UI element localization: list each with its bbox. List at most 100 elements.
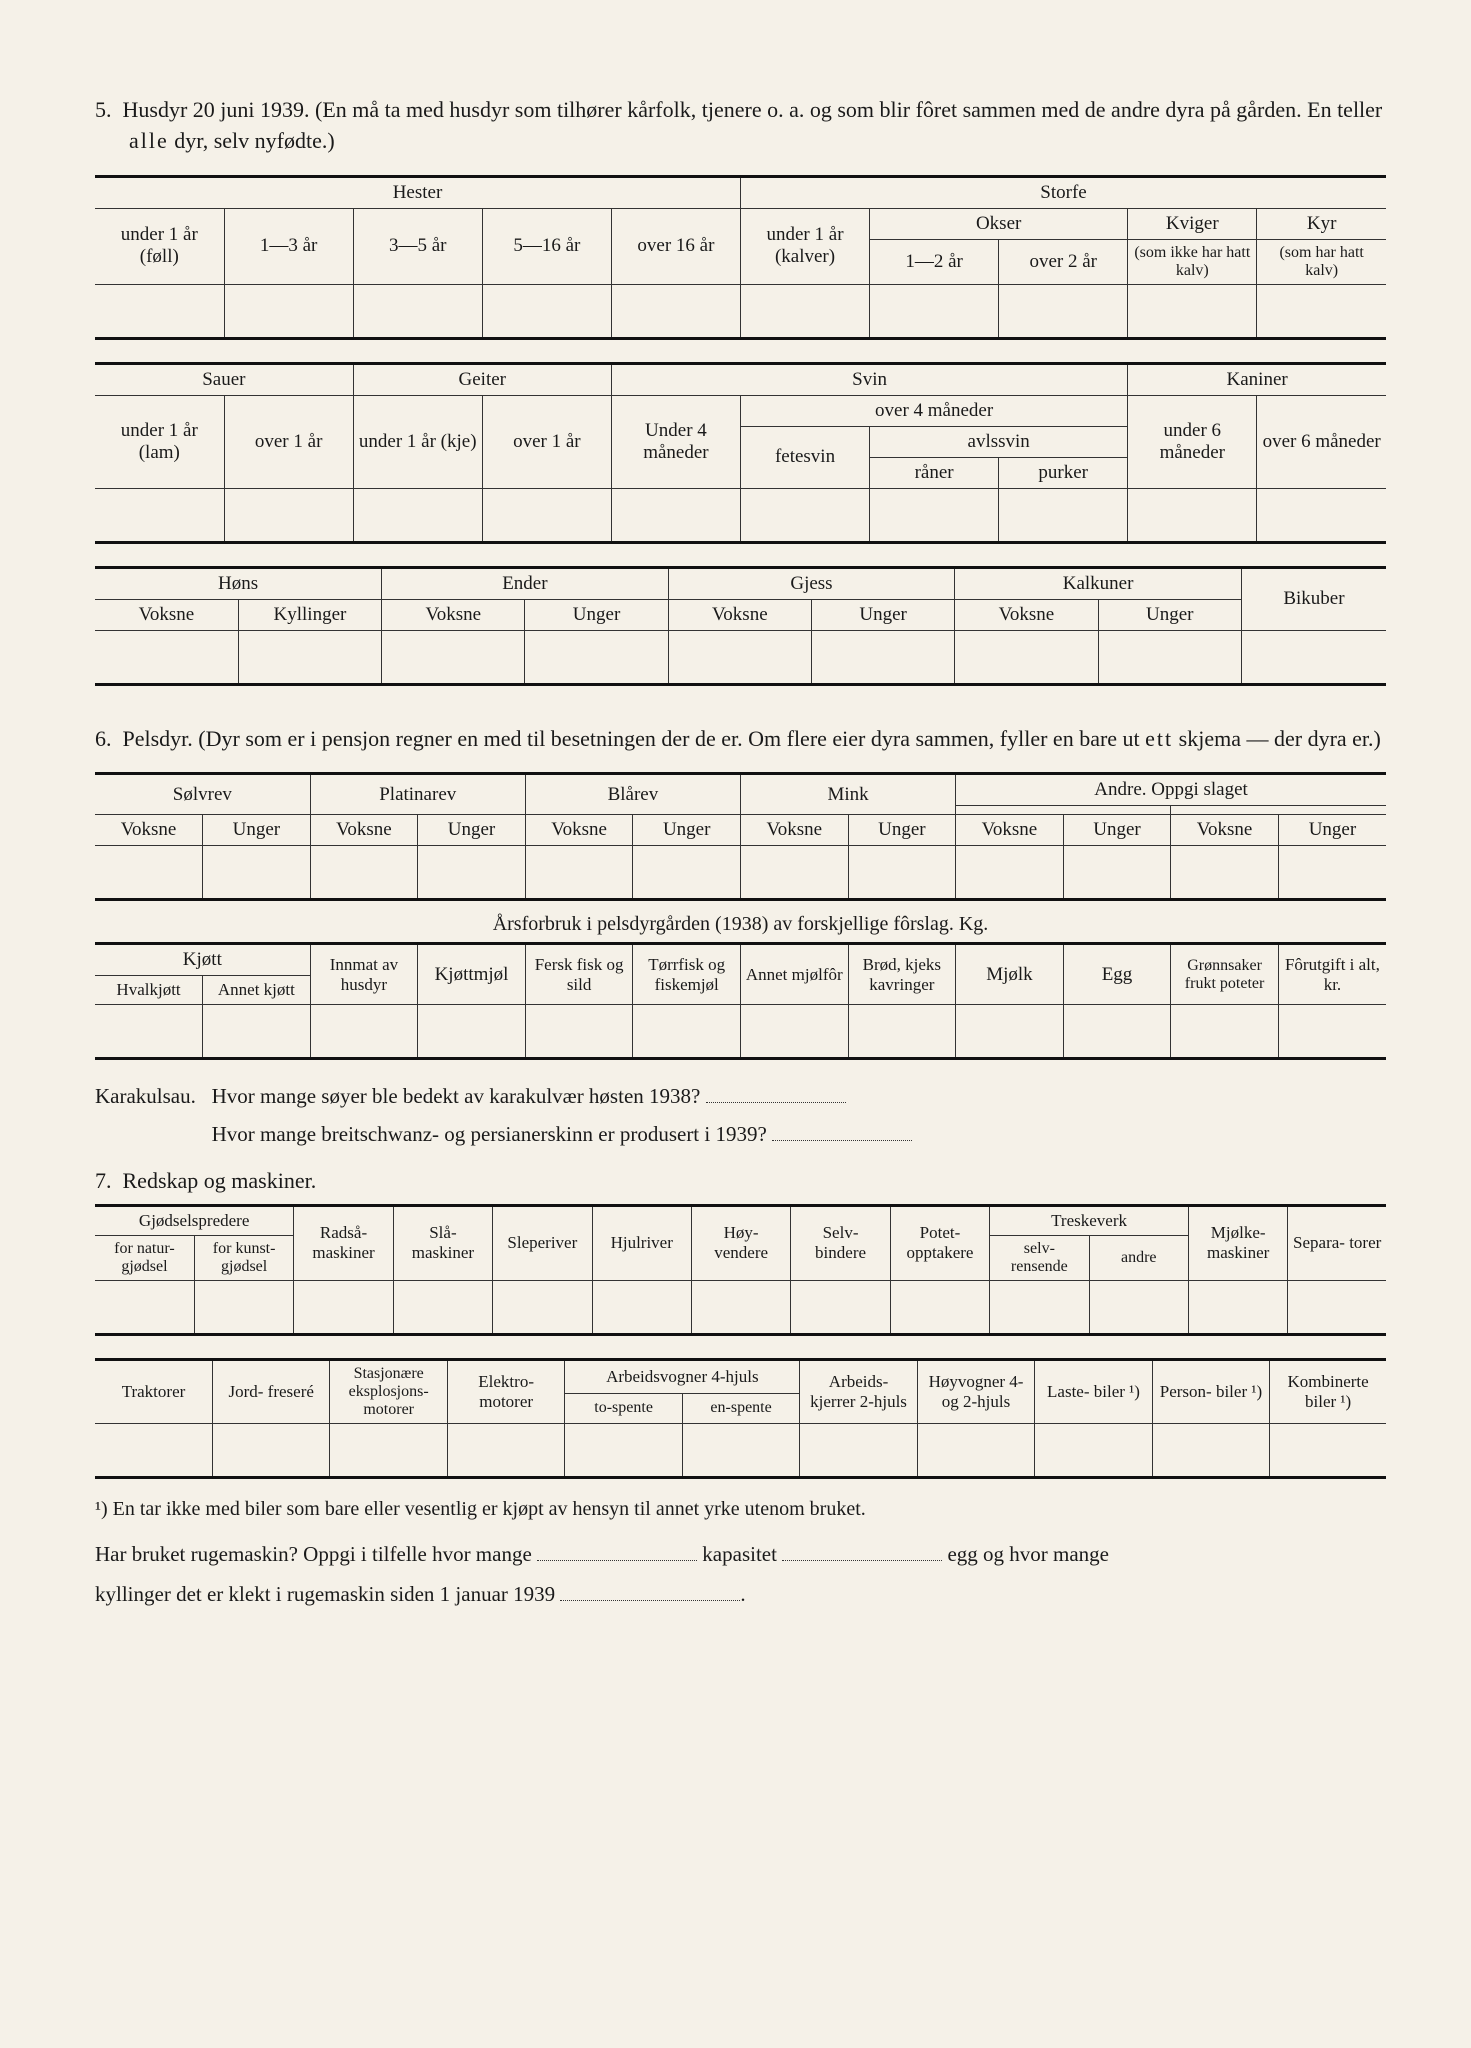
h: Høy- vendere bbox=[691, 1205, 790, 1280]
cell[interactable] bbox=[353, 284, 482, 338]
cell[interactable] bbox=[633, 846, 741, 900]
cell[interactable] bbox=[870, 488, 999, 542]
cell[interactable] bbox=[1035, 1423, 1152, 1477]
cell[interactable] bbox=[1188, 1280, 1287, 1334]
cell[interactable] bbox=[95, 1423, 212, 1477]
cell[interactable] bbox=[1152, 1423, 1269, 1477]
cell[interactable] bbox=[955, 630, 1098, 684]
cell[interactable] bbox=[1257, 284, 1386, 338]
cell[interactable] bbox=[990, 1280, 1089, 1334]
blank[interactable] bbox=[706, 1102, 846, 1103]
c: 1—3 år bbox=[224, 208, 353, 284]
cell[interactable] bbox=[525, 630, 668, 684]
cell[interactable] bbox=[418, 846, 526, 900]
h: Laste- biler ¹) bbox=[1035, 1359, 1152, 1423]
cell[interactable] bbox=[611, 488, 740, 542]
cell[interactable] bbox=[95, 488, 224, 542]
karakul-block: Karakulsau. Hvor mange søyer ble bedekt … bbox=[95, 1078, 1386, 1154]
cell[interactable] bbox=[917, 1423, 1034, 1477]
cell[interactable] bbox=[1288, 1280, 1386, 1334]
cell[interactable] bbox=[447, 1423, 564, 1477]
cell[interactable] bbox=[1128, 488, 1257, 542]
cell[interactable] bbox=[294, 1280, 393, 1334]
c: avlssvin bbox=[870, 426, 1128, 457]
cell[interactable] bbox=[95, 846, 203, 900]
cell[interactable] bbox=[310, 846, 418, 900]
blank[interactable] bbox=[782, 1560, 942, 1561]
cell[interactable] bbox=[1257, 488, 1386, 542]
cell[interactable] bbox=[525, 1005, 633, 1059]
cell[interactable] bbox=[525, 846, 633, 900]
cell[interactable] bbox=[95, 1005, 203, 1059]
cell[interactable] bbox=[668, 630, 811, 684]
cell[interactable] bbox=[1270, 1423, 1386, 1477]
cell[interactable] bbox=[999, 488, 1128, 542]
cell[interactable] bbox=[848, 1005, 956, 1059]
cell[interactable] bbox=[95, 1280, 194, 1334]
cell[interactable] bbox=[393, 1280, 492, 1334]
cell[interactable] bbox=[203, 846, 311, 900]
cell[interactable] bbox=[740, 488, 869, 542]
blank[interactable] bbox=[560, 1600, 740, 1601]
cell[interactable] bbox=[1278, 1005, 1386, 1059]
h: Jord- freseré bbox=[212, 1359, 329, 1423]
cell[interactable] bbox=[1098, 630, 1241, 684]
cell[interactable] bbox=[611, 284, 740, 338]
cell[interactable] bbox=[418, 1005, 526, 1059]
cell[interactable] bbox=[633, 1005, 741, 1059]
cell[interactable] bbox=[740, 1005, 848, 1059]
cell[interactable] bbox=[1063, 1005, 1171, 1059]
cell[interactable] bbox=[740, 284, 869, 338]
blank[interactable] bbox=[537, 1560, 697, 1561]
h-hester: Hester bbox=[95, 176, 740, 208]
cell[interactable] bbox=[1171, 846, 1279, 900]
c: Voksne bbox=[310, 815, 418, 846]
cell[interactable] bbox=[95, 284, 224, 338]
cell[interactable] bbox=[482, 488, 611, 542]
cell[interactable] bbox=[224, 284, 353, 338]
cell[interactable] bbox=[956, 806, 1171, 815]
cell[interactable] bbox=[1128, 284, 1257, 338]
cell[interactable] bbox=[224, 488, 353, 542]
cell[interactable] bbox=[682, 1423, 799, 1477]
cell[interactable] bbox=[800, 1423, 917, 1477]
cell[interactable] bbox=[1171, 1005, 1279, 1059]
cell[interactable] bbox=[194, 1280, 293, 1334]
h: Høyvogner 4- og 2-hjuls bbox=[917, 1359, 1034, 1423]
cell[interactable] bbox=[493, 1280, 592, 1334]
cell[interactable] bbox=[482, 284, 611, 338]
blank[interactable] bbox=[772, 1140, 912, 1141]
cell[interactable] bbox=[1171, 806, 1386, 815]
cell[interactable] bbox=[330, 1423, 447, 1477]
cell[interactable] bbox=[870, 284, 999, 338]
num: 5. bbox=[95, 97, 112, 122]
h: Hjulriver bbox=[592, 1205, 691, 1280]
cell[interactable] bbox=[691, 1280, 790, 1334]
cell[interactable] bbox=[212, 1423, 329, 1477]
cell[interactable] bbox=[592, 1280, 691, 1334]
cell[interactable] bbox=[382, 630, 525, 684]
cell[interactable] bbox=[565, 1423, 682, 1477]
h: Tørrfisk og fiskemjøl bbox=[633, 944, 741, 1005]
cell[interactable] bbox=[1278, 846, 1386, 900]
h-storfe: Storfe bbox=[740, 176, 1386, 208]
cell[interactable] bbox=[740, 846, 848, 900]
cell[interactable] bbox=[999, 284, 1128, 338]
cell[interactable] bbox=[1241, 630, 1386, 684]
cell[interactable] bbox=[95, 630, 238, 684]
cell[interactable] bbox=[1089, 1280, 1188, 1334]
cell[interactable] bbox=[1063, 846, 1171, 900]
cell[interactable] bbox=[848, 846, 956, 900]
c: over 2 år bbox=[999, 239, 1128, 284]
cell[interactable] bbox=[791, 1280, 890, 1334]
cell[interactable] bbox=[890, 1280, 989, 1334]
cell[interactable] bbox=[956, 1005, 1064, 1059]
h: Brød, kjeks kavringer bbox=[848, 944, 956, 1005]
cell[interactable] bbox=[203, 1005, 311, 1059]
cell[interactable] bbox=[238, 630, 381, 684]
c: under 1 år (kje) bbox=[353, 395, 482, 488]
cell[interactable] bbox=[353, 488, 482, 542]
cell[interactable] bbox=[811, 630, 954, 684]
cell[interactable] bbox=[310, 1005, 418, 1059]
cell[interactable] bbox=[956, 846, 1064, 900]
